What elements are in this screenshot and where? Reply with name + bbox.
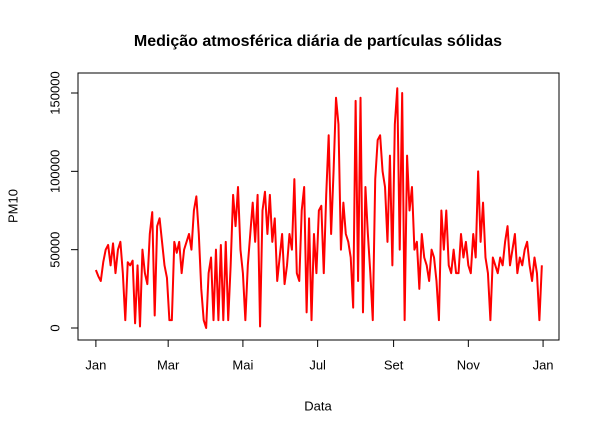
- x-tick-label: Mai: [232, 357, 253, 372]
- y-tick-label: 0: [47, 324, 62, 331]
- y-axis-label: PM10: [5, 189, 20, 223]
- x-tick-label: Jan: [85, 357, 106, 372]
- chart-title: Medição atmosférica diária de partículas…: [134, 33, 502, 50]
- x-tick-label: Nov: [457, 357, 481, 372]
- data-line: [94, 87, 543, 329]
- x-tick-label: Set: [384, 357, 404, 372]
- y-tick-label: 100000: [47, 150, 62, 193]
- y-tick-label: 50000: [47, 232, 62, 268]
- x-tick-label: Jul: [309, 357, 326, 372]
- y-tick-label: 150000: [47, 71, 62, 114]
- x-tick-label: Jan: [533, 357, 554, 372]
- plot-frame: [77, 72, 560, 341]
- x-tick-label: Mar: [157, 357, 180, 372]
- x-axis-label: Data: [304, 398, 332, 413]
